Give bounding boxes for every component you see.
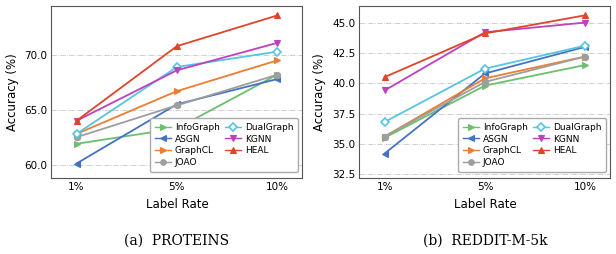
X-axis label: Label Rate: Label Rate [145, 198, 208, 211]
X-axis label: Label Rate: Label Rate [453, 198, 516, 211]
Title: (b)  REDDIT-M-5k: (b) REDDIT-M-5k [423, 234, 547, 248]
Y-axis label: Accuracy (%): Accuracy (%) [314, 53, 326, 131]
Legend: InfoGraph, ASGN, GraphCL, JOAO, DualGraph, KGNN, HEAL: InfoGraph, ASGN, GraphCL, JOAO, DualGrap… [458, 118, 606, 171]
Y-axis label: Accuracy (%): Accuracy (%) [6, 53, 18, 131]
Title: (a)  PROTEINS: (a) PROTEINS [124, 234, 229, 248]
Legend: InfoGraph, ASGN, GraphCL, JOAO, DualGraph, KGNN, HEAL: InfoGraph, ASGN, GraphCL, JOAO, DualGrap… [150, 118, 298, 171]
